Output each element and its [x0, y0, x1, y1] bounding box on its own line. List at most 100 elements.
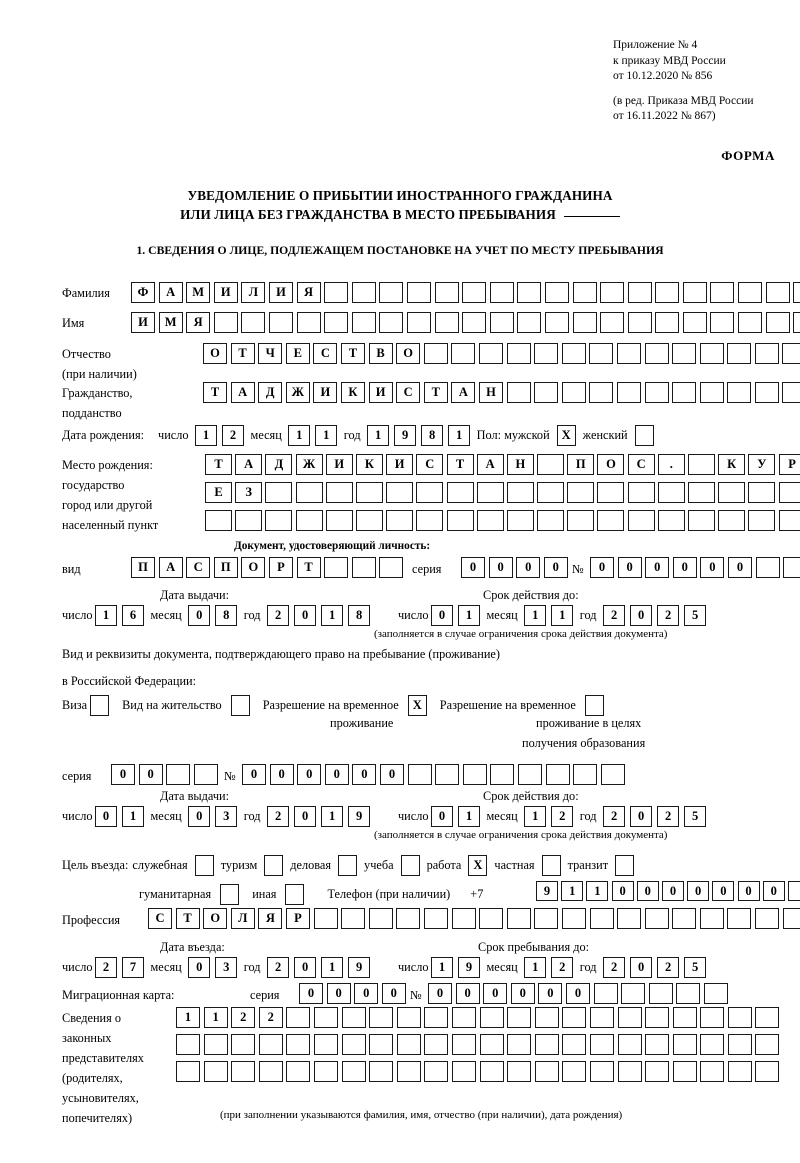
- grid-cell[interactable]: [727, 1034, 752, 1055]
- grid-cell[interactable]: [434, 282, 459, 303]
- grid-cell[interactable]: [166, 764, 191, 785]
- entry-year-box-2[interactable]: 0: [294, 957, 317, 978]
- grid-cell[interactable]: Я: [186, 312, 211, 333]
- id-issue-year-box-4[interactable]: 8: [348, 605, 371, 626]
- grid-cell[interactable]: [755, 1061, 780, 1082]
- grid-cell[interactable]: [710, 312, 735, 333]
- grid-cell[interactable]: [479, 1034, 504, 1055]
- grid-cell[interactable]: [416, 482, 444, 503]
- grid-cell[interactable]: [537, 482, 565, 503]
- grid-cell[interactable]: Р: [778, 454, 800, 475]
- grid-cell[interactable]: 0: [510, 983, 535, 1004]
- grid-cell[interactable]: Ж: [295, 454, 323, 475]
- stay-valid-year-box-4[interactable]: 5: [684, 806, 707, 827]
- grid-cell[interactable]: 9: [536, 881, 558, 901]
- grid-cell[interactable]: А: [230, 382, 255, 403]
- grid-cell[interactable]: Т: [203, 382, 227, 403]
- birth-day-box-1[interactable]: 1: [195, 425, 218, 446]
- id-issue-year-box-2[interactable]: 0: [294, 605, 317, 626]
- grid-cell[interactable]: [313, 1007, 338, 1028]
- grid-cell[interactable]: [313, 1061, 338, 1082]
- grid-cell[interactable]: [286, 1034, 311, 1055]
- grid-cell[interactable]: [600, 764, 625, 785]
- grid-cell[interactable]: [672, 343, 697, 364]
- grid-cell[interactable]: [782, 908, 800, 929]
- stay-issue-year-box-3[interactable]: 1: [321, 806, 344, 827]
- grid-cell[interactable]: [589, 343, 614, 364]
- id-valid-month-box-2[interactable]: 1: [551, 605, 574, 626]
- grid-cell[interactable]: [755, 1034, 780, 1055]
- grid-cell[interactable]: А: [158, 557, 183, 578]
- grid-cell[interactable]: 0: [111, 764, 135, 785]
- grid-cell[interactable]: [657, 510, 685, 531]
- grid-cell[interactable]: [434, 312, 459, 333]
- entry-year-box-3[interactable]: 1: [321, 957, 344, 978]
- grid-cell[interactable]: М: [158, 312, 183, 333]
- grid-cell[interactable]: [672, 1007, 697, 1028]
- grid-cell[interactable]: О: [241, 557, 266, 578]
- grid-cell[interactable]: И: [313, 382, 338, 403]
- grid-cell[interactable]: З: [235, 482, 263, 503]
- grid-cell[interactable]: 0: [636, 881, 659, 901]
- grid-cell[interactable]: [451, 1007, 476, 1028]
- grid-cell[interactable]: [688, 454, 715, 475]
- stay-issue-month-box-1[interactable]: 0: [188, 806, 211, 827]
- grid-cell[interactable]: [451, 908, 476, 929]
- entry-month-box-2[interactable]: 3: [215, 957, 238, 978]
- legal-reps-boxes-row-3[interactable]: [176, 1061, 783, 1082]
- grid-cell[interactable]: [778, 510, 800, 531]
- grid-cell[interactable]: [506, 343, 531, 364]
- grid-cell[interactable]: [351, 557, 376, 578]
- grid-cell[interactable]: Н: [478, 382, 503, 403]
- grid-cell[interactable]: Ж: [285, 382, 310, 403]
- grid-cell[interactable]: [265, 482, 293, 503]
- grid-cell[interactable]: [627, 282, 652, 303]
- purpose-checkbox-rabota[interactable]: Х: [468, 855, 488, 876]
- grid-cell[interactable]: [258, 1061, 283, 1082]
- entry-day-box-1[interactable]: 2: [95, 957, 118, 978]
- grid-cell[interactable]: [203, 1061, 228, 1082]
- grid-cell[interactable]: 0: [352, 764, 377, 785]
- grid-cell[interactable]: [562, 1061, 587, 1082]
- grid-cell[interactable]: 0: [727, 557, 752, 578]
- grid-cell[interactable]: Ф: [131, 282, 155, 303]
- grid-cell[interactable]: [517, 312, 542, 333]
- grid-cell[interactable]: 0: [455, 983, 480, 1004]
- grid-cell[interactable]: [324, 312, 349, 333]
- grid-cell[interactable]: [699, 343, 724, 364]
- grid-cell[interactable]: [231, 1061, 256, 1082]
- grid-cell[interactable]: [600, 312, 625, 333]
- grid-cell[interactable]: [645, 1034, 670, 1055]
- grid-cell[interactable]: [617, 1061, 642, 1082]
- grid-cell[interactable]: [231, 1034, 256, 1055]
- grid-cell[interactable]: [738, 312, 763, 333]
- stay-issue-day-box-2[interactable]: 1: [122, 806, 145, 827]
- stay-valid-month-box-2[interactable]: 2: [551, 806, 574, 827]
- id-issue-day-box-1[interactable]: 1: [95, 605, 118, 626]
- grid-cell[interactable]: [718, 510, 746, 531]
- grid-cell[interactable]: П: [131, 557, 155, 578]
- grid-cell[interactable]: [589, 1007, 614, 1028]
- id-valid-day-box-1[interactable]: 0: [431, 605, 454, 626]
- grid-cell[interactable]: [423, 343, 448, 364]
- grid-cell[interactable]: 0: [762, 881, 785, 901]
- grid-cell[interactable]: С: [148, 908, 172, 929]
- grid-cell[interactable]: М: [186, 282, 211, 303]
- grid-cell[interactable]: К: [340, 382, 365, 403]
- grid-cell[interactable]: [782, 382, 800, 403]
- id-valid-year-box-1[interactable]: 2: [603, 605, 626, 626]
- stay-issue-day-box-1[interactable]: 0: [95, 806, 118, 827]
- grid-cell[interactable]: 2: [231, 1007, 256, 1028]
- purpose-checkbox-inaya[interactable]: [285, 884, 305, 905]
- grid-cell[interactable]: [597, 482, 625, 503]
- grid-cell[interactable]: [479, 1061, 504, 1082]
- grid-cell[interactable]: С: [186, 557, 211, 578]
- grid-cell[interactable]: [235, 510, 263, 531]
- grid-cell[interactable]: [544, 312, 569, 333]
- grid-cell[interactable]: [176, 1061, 200, 1082]
- grid-cell[interactable]: [313, 908, 338, 929]
- grid-cell[interactable]: [561, 908, 586, 929]
- grid-cell[interactable]: [597, 510, 625, 531]
